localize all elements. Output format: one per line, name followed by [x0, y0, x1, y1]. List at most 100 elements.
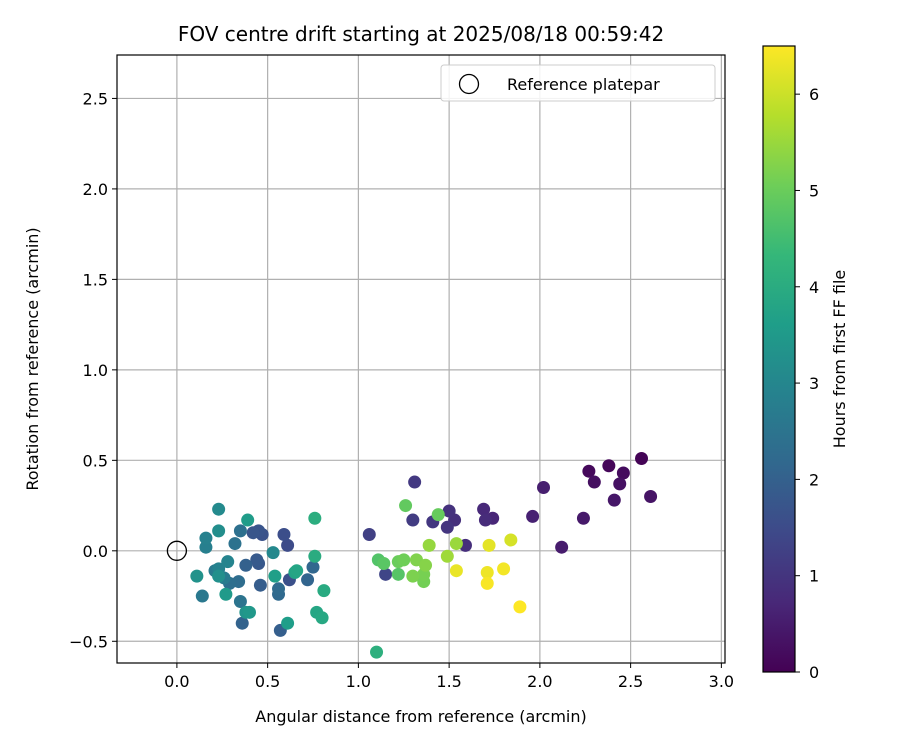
- data-point: [233, 594, 247, 608]
- data-point: [391, 567, 405, 581]
- data-point: [480, 566, 494, 580]
- colorbar-tick-label: 0: [809, 663, 819, 682]
- data-point: [602, 459, 616, 473]
- data-point: [497, 562, 511, 576]
- data-point: [442, 504, 456, 518]
- reference-marker-layer: [166, 540, 188, 561]
- data-point: [317, 584, 331, 598]
- data-point: [212, 569, 226, 583]
- data-point: [576, 511, 590, 525]
- data-point: [308, 511, 322, 525]
- colorbar-tick-label: 2: [809, 470, 819, 489]
- data-point: [281, 538, 295, 552]
- data-point: [199, 531, 213, 545]
- x-axis-ticks: 0.0 0.5 1.0 1.5 2.0 2.5 3.0: [164, 663, 734, 691]
- y-tick-label: 2.0: [83, 180, 108, 199]
- y-tick-label: 0.5: [83, 451, 108, 470]
- data-point: [397, 553, 411, 567]
- data-point: [504, 533, 518, 547]
- data-point: [235, 616, 249, 630]
- legend-label: Reference platepar: [507, 75, 660, 94]
- data-point: [419, 558, 433, 572]
- y-tick-label: 2.5: [83, 89, 108, 108]
- data-point: [195, 589, 209, 603]
- y-tick-label: 1.5: [83, 270, 108, 289]
- colorbar-gradient: [762, 45, 796, 673]
- data-point: [212, 502, 226, 516]
- data-point: [190, 569, 204, 583]
- data-point: [233, 524, 247, 538]
- x-tick-label: 2.0: [527, 672, 552, 691]
- data-point: [607, 493, 621, 507]
- x-tick-label: 1.0: [346, 672, 371, 691]
- data-point: [301, 573, 315, 587]
- data-point: [422, 538, 436, 552]
- data-point: [306, 560, 320, 574]
- data-point: [253, 578, 267, 592]
- colorbar-tick-label: 5: [809, 181, 819, 200]
- data-point: [440, 520, 454, 534]
- x-tick-label: 2.5: [618, 672, 643, 691]
- y-axis-label: Rotation from reference (arcmin): [23, 227, 42, 490]
- colorbar-ticks: 0 1 2 3 4 5 6: [795, 85, 819, 682]
- legend-box: [440, 64, 716, 102]
- data-point: [228, 537, 242, 551]
- data-point: [526, 509, 540, 523]
- x-axis-label: Angular distance from reference (arcmin): [255, 707, 586, 726]
- colorbar-label: Hours from first FF file: [830, 270, 849, 449]
- data-point: [272, 582, 286, 596]
- y-tick-label: 0.0: [83, 542, 108, 561]
- data-point: [477, 502, 491, 516]
- legend-marker-icon: [458, 73, 480, 95]
- data-point: [480, 576, 494, 590]
- x-tick-label: 1.5: [436, 672, 461, 691]
- data-point: [613, 477, 627, 491]
- colorbar-tick-label: 3: [809, 374, 819, 393]
- data-point: [555, 540, 569, 554]
- data-point: [449, 537, 463, 551]
- data-point: [482, 538, 496, 552]
- colorbar-tick-label: 4: [809, 278, 819, 297]
- data-points: [190, 452, 658, 659]
- data-point: [246, 526, 260, 540]
- data-point: [308, 549, 322, 563]
- data-point: [266, 546, 280, 560]
- data-point: [212, 524, 226, 538]
- data-point: [290, 564, 304, 578]
- data-point: [219, 587, 233, 601]
- plot-frame: [116, 54, 726, 664]
- data-point: [406, 513, 420, 527]
- x-tick-label: 3.0: [709, 672, 734, 691]
- y-tick-label: −0.5: [69, 632, 108, 651]
- data-point: [315, 611, 329, 625]
- y-axis-ticks: −0.5 0.0 0.5 1.0 1.5 2.0 2.5: [69, 89, 117, 651]
- data-point: [478, 513, 492, 527]
- colorbar-tick-label: 1: [809, 567, 819, 586]
- reference-platepar-marker: [166, 540, 188, 561]
- data-point: [281, 616, 295, 630]
- data-point: [406, 569, 420, 583]
- data-point: [362, 528, 376, 542]
- data-point: [379, 567, 393, 581]
- data-point: [587, 475, 601, 489]
- data-point: [582, 464, 596, 478]
- data-point: [199, 540, 213, 554]
- colorbar-tick-label: 6: [809, 85, 819, 104]
- data-point: [440, 549, 454, 563]
- x-tick-label: 0.0: [164, 672, 189, 691]
- data-point: [399, 499, 413, 513]
- x-tick-label: 0.5: [255, 672, 280, 691]
- data-point: [239, 558, 253, 572]
- data-point: [431, 508, 445, 522]
- data-point: [242, 605, 256, 619]
- legend: Reference platepar: [440, 64, 716, 102]
- data-point: [370, 645, 384, 659]
- data-point: [377, 556, 391, 570]
- data-point: [268, 569, 282, 583]
- data-point: [513, 600, 527, 614]
- data-point: [449, 564, 463, 578]
- chart-title: FOV centre drift starting at 2025/08/18 …: [178, 22, 664, 46]
- data-point: [241, 513, 255, 527]
- colorbar: 0 1 2 3 4 5 6 Hours from first FF file: [762, 45, 849, 682]
